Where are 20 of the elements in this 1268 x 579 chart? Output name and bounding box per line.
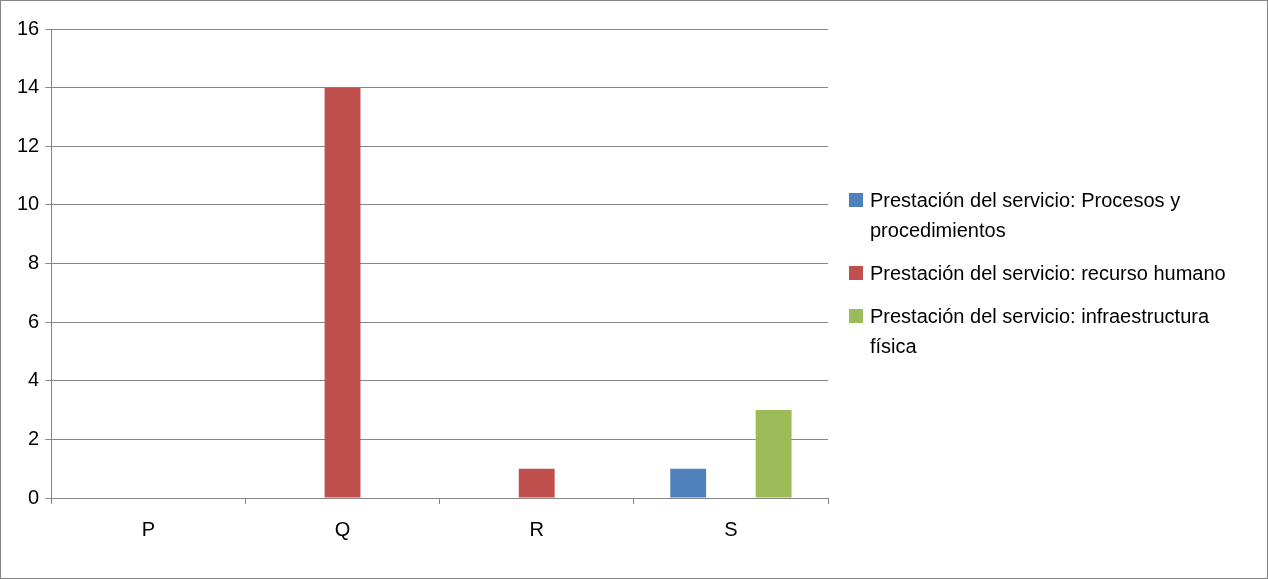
- x-tick-label: P: [141, 517, 156, 540]
- x-tick-label: S: [724, 517, 738, 540]
- y-tick-label: 10: [17, 192, 40, 215]
- bar: [670, 468, 707, 498]
- legend-label: Prestación del servicio: Procesos y procedimientos: [870, 188, 1182, 243]
- y-tick-label: 14: [17, 75, 40, 98]
- legend-label: Prestación del servicio: recurso humano: [870, 261, 1226, 286]
- bar: [324, 87, 361, 498]
- y-tick-label: 12: [17, 133, 40, 156]
- y-tick-label: 0: [28, 485, 40, 508]
- y-tick-label: 8: [28, 251, 40, 274]
- y-tick-label: 4: [28, 368, 40, 391]
- legend-label: Prestación del servicio: infraestructura física: [870, 304, 1211, 359]
- x-tick-label: R: [529, 517, 544, 540]
- y-tick-label: 2: [28, 426, 40, 449]
- y-tick-label: 16: [17, 16, 40, 39]
- x-tick-label: Q: [334, 517, 351, 540]
- y-tick-label: 6: [28, 309, 40, 332]
- bar: [755, 410, 792, 498]
- bar: [518, 468, 555, 498]
